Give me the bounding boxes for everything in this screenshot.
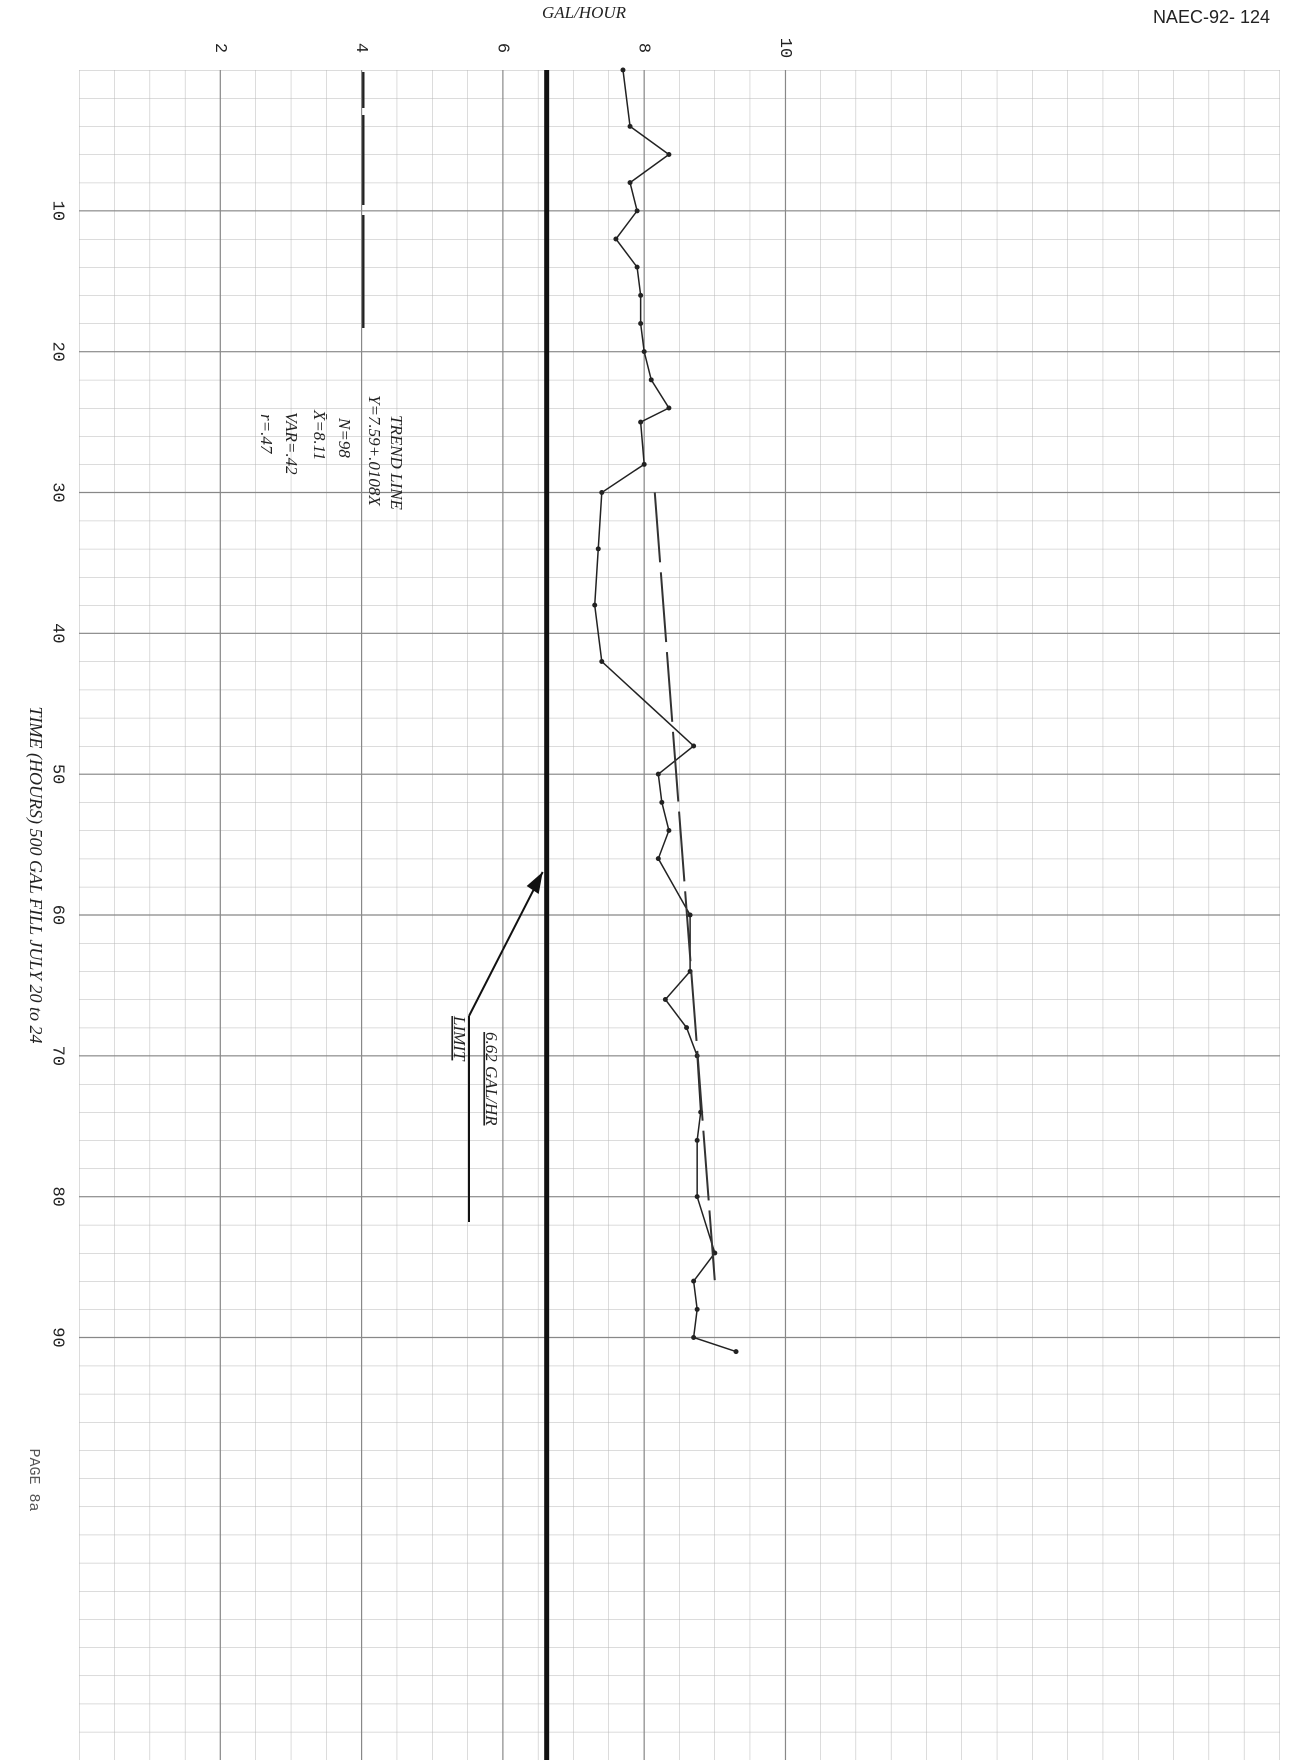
- limit-label: 6.62 GAL/HR: [482, 1032, 501, 1126]
- data-point: [655, 856, 661, 862]
- data-point: [641, 461, 647, 467]
- x-tick-label: 60: [48, 905, 67, 925]
- trend-line: [653, 492, 716, 1282]
- y-tick-label: 6: [492, 43, 511, 53]
- data-point: [691, 743, 697, 749]
- trend-stat: r=.47: [257, 414, 276, 455]
- data-point: [659, 799, 665, 805]
- trend-stat: Y=7.59+.0108X: [365, 395, 384, 506]
- data-point: [634, 208, 640, 214]
- x-tick-label: 80: [48, 1186, 67, 1206]
- trend-stat: X̄=8.11: [310, 409, 329, 460]
- y-tick-label: 2: [210, 43, 229, 53]
- data-line: [593, 69, 737, 1353]
- data-point: [634, 264, 640, 270]
- x-tick-label: 90: [48, 1327, 67, 1347]
- x-tick-label: 30: [48, 482, 67, 502]
- data-point: [627, 123, 633, 129]
- y-tick-label: 10: [775, 38, 794, 58]
- x-tick-label: 50: [48, 764, 67, 784]
- data-point: [691, 1335, 697, 1340]
- trend-stat: TREND LINE: [387, 415, 406, 511]
- data-point: [599, 490, 605, 495]
- data-point: [641, 349, 647, 355]
- data-point: [666, 152, 672, 157]
- data-point: [666, 828, 672, 833]
- x-tick-label: 40: [48, 623, 67, 643]
- data-point: [694, 1194, 700, 1200]
- data-point: [691, 1278, 697, 1284]
- data-point: [627, 180, 633, 186]
- y-tick-label: 4: [351, 43, 370, 53]
- limit-label: LIMIT: [450, 1015, 469, 1062]
- data-point: [599, 659, 605, 664]
- data-point: [638, 419, 644, 425]
- x-axis-label: TIME (HOURS) 500 GAL FILL JULY 20 to 24: [25, 707, 46, 1044]
- trend-stat: N=98: [335, 417, 354, 458]
- limit-arrow-head: [526, 872, 543, 894]
- data-point: [592, 602, 598, 608]
- x-tick-label: 20: [48, 341, 67, 361]
- header: NAEC-92- 124: [1153, 7, 1270, 27]
- data-point: [638, 292, 644, 298]
- chart-title: GAL/HOUR: [542, 3, 627, 22]
- limit-arrow: [468, 871, 544, 1017]
- footer: PAGE 8a: [25, 1448, 42, 1511]
- data-point: [694, 1137, 700, 1143]
- data-point: [613, 236, 619, 242]
- data-point: [662, 997, 668, 1002]
- data-point: [638, 321, 644, 326]
- data-point: [595, 546, 601, 552]
- trend-stat: VAR=.42: [282, 412, 301, 475]
- data-point: [655, 771, 661, 777]
- data-point: [648, 377, 654, 383]
- data-point: [694, 1306, 700, 1312]
- data-point: [733, 1349, 739, 1355]
- x-tick-label: 10: [48, 201, 67, 221]
- data-point: [684, 1025, 690, 1031]
- x-tick-label: 70: [48, 1046, 67, 1066]
- data-point: [666, 405, 672, 411]
- data-point: [687, 912, 693, 918]
- data-point: [620, 67, 626, 73]
- y-tick-label: 8: [634, 43, 653, 53]
